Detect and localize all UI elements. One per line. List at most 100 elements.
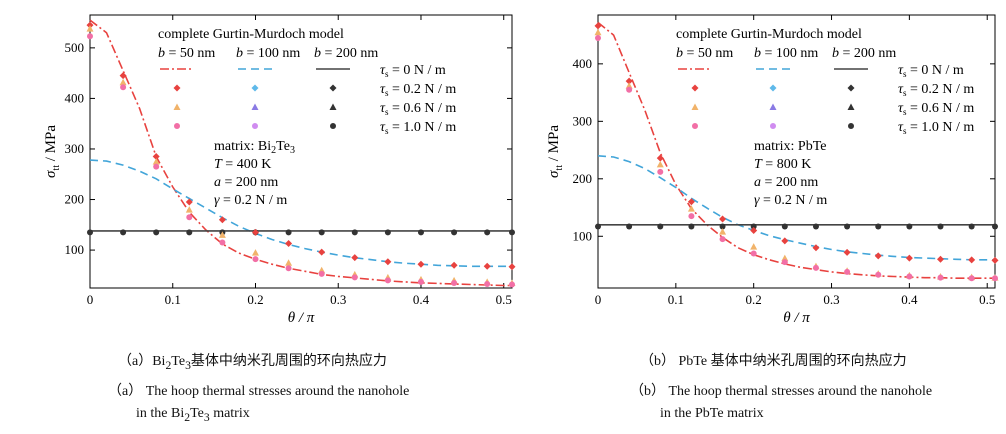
marker-tau02 [874, 252, 882, 260]
marker-tau0 [781, 223, 788, 230]
info-line: T = 400 K [214, 157, 271, 172]
marker-tau06 [656, 160, 664, 168]
y-tick-label: 200 [65, 192, 85, 207]
marker-tau02 [384, 258, 392, 266]
marker-tau10 [937, 274, 944, 281]
legend-tau-label: τs = 0.6 N / m [898, 101, 974, 117]
plot-frame [597, 14, 996, 289]
curve-b50 [597, 21, 995, 279]
x-tick-label: 0.1 [165, 292, 181, 307]
marker-tau10 [750, 250, 757, 257]
x-tick-label: 0.4 [413, 292, 430, 307]
marker-tau02 [594, 22, 602, 30]
marker-tau10 [384, 277, 391, 284]
marker-tau02 [119, 72, 127, 80]
marker-tau02 [937, 255, 945, 263]
marker-tau10 [186, 214, 193, 221]
marker-tau0 [626, 223, 633, 230]
marker-tau0 [285, 229, 292, 236]
x-tick-label: 0.2 [746, 292, 762, 307]
caption-b-english-line1: （b） The hoop thermal stresses around the… [630, 384, 933, 399]
caption-b-chinese: （b） PbTe 基体中纳米孔周围的环向热应力 [640, 354, 907, 369]
marker-tau0 [509, 229, 515, 236]
x-tick-label: 0.1 [668, 292, 684, 307]
chart-panel-b: 0 0.1 0.2 0.3 0.4 0.5 100 200 300 400 θ / π σtt / M… [546, 14, 999, 326]
plot-frame [89, 14, 513, 289]
marker-tau10 [781, 259, 788, 266]
marker-tau02 [318, 248, 326, 256]
legend-line-label: b = 50 nm [676, 46, 733, 61]
legend-marker [251, 103, 259, 110]
legend-marker [174, 123, 180, 129]
y-tick-label: 400 [573, 56, 593, 71]
marker-tau10 [626, 86, 633, 93]
legend-marker [173, 103, 181, 110]
info-line: γ = 0.2 N / m [754, 193, 827, 208]
marker-tau02 [812, 244, 820, 252]
legend-tau-label: τs = 0.2 N / m [898, 82, 974, 98]
info-line: a = 200 nm [754, 175, 818, 190]
info-line: T = 800 K [754, 157, 811, 172]
marker-tau06 [719, 228, 727, 235]
marker-tau02 [251, 228, 259, 236]
marker-tau10 [992, 275, 998, 282]
curve-b50 [89, 19, 512, 287]
marker-tau10 [719, 236, 726, 243]
info-line: matrix: Bi2Te3 [214, 139, 295, 156]
marker-tau0 [750, 223, 757, 230]
legend-tau-label: τs = 0 N / m [380, 63, 446, 79]
marker-tau06 [218, 231, 226, 238]
marker-tau10 [968, 275, 975, 282]
marker-tau06 [625, 82, 633, 89]
marker-tau10 [688, 213, 695, 220]
legend-line-label: b = 200 nm [832, 46, 896, 61]
curve-b100 [597, 155, 995, 261]
marker-tau02 [750, 227, 758, 235]
marker-tau0 [451, 229, 458, 236]
marker-tau0 [875, 223, 882, 230]
legend-marker [692, 123, 698, 129]
marker-tau0 [688, 223, 695, 230]
legend-line-label: b = 200 nm [314, 46, 378, 61]
x-tick-label: 0.3 [823, 292, 839, 307]
marker-tau02 [450, 261, 458, 269]
marker-tau02 [687, 198, 695, 206]
y-tick-label: 100 [65, 242, 85, 257]
marker-tau10 [318, 270, 325, 277]
marker-tau02 [905, 254, 913, 262]
marker-tau02 [656, 154, 664, 162]
marker-tau10 [451, 279, 458, 286]
marker-tau06 [86, 25, 94, 32]
legend-marker [769, 103, 777, 110]
legend-line-label: b = 100 nm [754, 46, 818, 61]
marker-tau02 [185, 198, 193, 206]
legend-marker [252, 123, 258, 129]
marker-tau0 [120, 229, 127, 236]
caption-b-english-line2: in the PbTe matrix [660, 406, 764, 421]
x-tick-label: 0.5 [496, 292, 512, 307]
legend-line-label: b = 100 nm [236, 46, 300, 61]
x-tick-label: 0.5 [979, 292, 995, 307]
marker-tau0 [595, 223, 601, 230]
marker-tau0 [318, 229, 325, 236]
y-tick-label: 200 [573, 171, 593, 186]
marker-tau0 [153, 229, 160, 236]
marker-tau06 [119, 78, 127, 86]
y-tick-label: 400 [65, 90, 85, 105]
caption-a-chinese: （a）Bi2Te3基体中纳米孔周围的环向热应力 [118, 354, 387, 372]
marker-tau10 [219, 239, 226, 246]
marker-tau10 [417, 278, 424, 285]
marker-tau02 [508, 263, 516, 271]
legend-tau-label: τs = 0.2 N / m [380, 82, 456, 98]
x-tick-label: 0 [87, 292, 94, 307]
marker-tau0 [937, 223, 944, 230]
y-axis-label: σtt / MPa [546, 125, 565, 178]
legend-line-label: b = 50 nm [158, 46, 215, 61]
legend-tau-label: τs = 0 N / m [898, 63, 964, 79]
marker-tau10 [509, 281, 515, 288]
marker-tau0 [384, 229, 391, 236]
legend-marker [848, 123, 854, 129]
x-tick-label: 0.2 [247, 292, 263, 307]
y-tick-label: 300 [65, 141, 85, 156]
